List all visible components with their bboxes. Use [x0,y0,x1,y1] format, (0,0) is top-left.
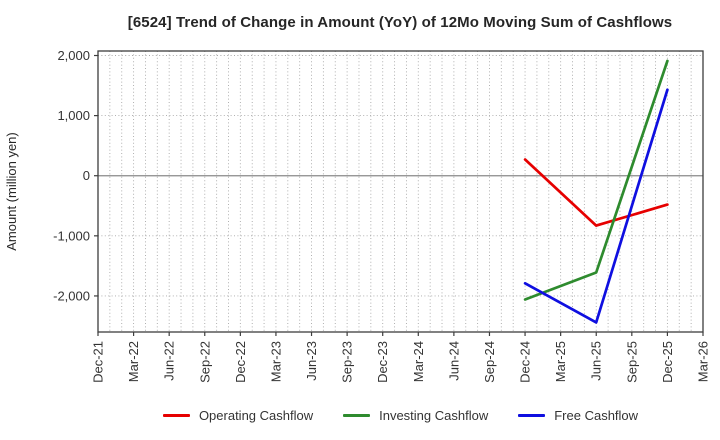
y-tick-label: 0 [83,168,90,183]
chart-title: [6524] Trend of Change in Amount (YoY) o… [127,14,673,31]
legend-line-swatch-investing-cashflow [343,414,371,417]
y-tick-label: -2,000 [53,288,90,303]
legend-line-swatch-operating-cashflow [162,414,190,417]
legend-label: Free Cashflow [554,408,639,423]
legend-label: Operating Cashflow [198,408,314,423]
x-tick-label: Mar-24 [411,341,426,382]
series-line-investing-cashflow [523,59,669,301]
plot-frame [97,50,704,333]
y-tick-label: 1,000 [57,108,90,123]
y-axis-label: Amount (million yen) [4,132,19,251]
x-tick-label: Dec-21 [91,341,106,383]
x-tick-label: Sep-25 [624,341,639,383]
x-tick-label: Mar-26 [696,341,711,382]
legend-item-free-cashflow: Free Cashflow [518,408,638,423]
x-tick-label: Jun-22 [162,341,177,381]
x-tick-label: Sep-22 [197,341,212,383]
x-tick-label: Sep-23 [340,341,355,383]
legend-line-swatch-free-cashflow [518,414,546,417]
series-line-operating-cashflow [523,158,669,227]
x-tick-label: Mar-22 [126,341,141,382]
y-tick-label: -1,000 [53,228,90,243]
legend-label: Investing Cashflow [379,408,489,423]
x-tick-label: Mar-25 [553,341,568,382]
chart-legend: Operating Cashflow Investing Cashflow Free… [98,403,703,428]
x-tick-label: Dec-22 [233,341,248,383]
series-line-free-cashflow [523,88,669,324]
x-tick-label: Dec-25 [660,341,675,383]
x-tick-label: Dec-24 [518,341,533,383]
x-tick-label: Jun-25 [589,341,604,381]
x-tick-label: Sep-24 [482,341,497,383]
x-tick-label: Jun-24 [446,341,461,381]
x-tick-label: Dec-23 [375,341,390,383]
x-tick-label: Mar-23 [268,341,283,382]
x-tick-label: Jun-23 [304,341,319,381]
y-tick-label: 2,000 [57,48,90,63]
legend-item-operating-cashflow: Operating Cashflow [162,408,314,423]
legend-item-investing-cashflow: Investing Cashflow [343,408,488,423]
